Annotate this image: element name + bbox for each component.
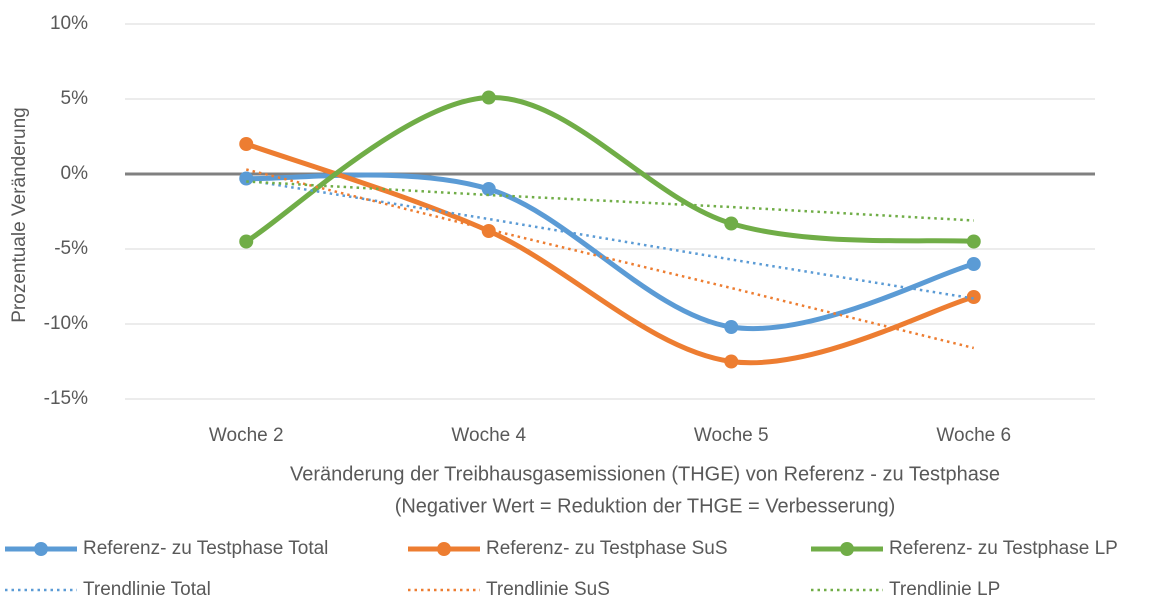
legend-marker: [437, 542, 451, 556]
x-tick-label: Woche 6: [936, 425, 1011, 446]
legend-label: Trendlinie SuS: [486, 579, 610, 600]
x-tick-label: Woche 2: [209, 425, 284, 446]
y-tick-label: -5%: [54, 238, 88, 259]
y-tick-label: 5%: [61, 88, 89, 109]
legend-marker: [840, 542, 854, 556]
x-axis-label: Veränderung der Treibhausgasemissionen (…: [290, 463, 1000, 485]
legend-label: Referenz- zu Testphase Total: [83, 538, 328, 559]
legend-label: Trendlinie Total: [83, 579, 211, 600]
y-axis-label: Prozentuale Veränderung: [9, 107, 30, 323]
y-tick-label: -15%: [44, 388, 88, 409]
series-line: [245, 141, 975, 366]
marker: [724, 320, 739, 334]
marker: [966, 290, 981, 304]
y-tick-label: 0%: [61, 163, 89, 184]
y-tick-label: -10%: [44, 313, 88, 334]
trend-line: [245, 168, 975, 350]
y-tick-label: 10%: [50, 13, 88, 34]
marker: [966, 257, 981, 271]
marker: [481, 224, 496, 238]
marker: [724, 354, 739, 369]
legend-label: Referenz- zu Testphase SuS: [486, 538, 728, 559]
x-tick-label: Woche 4: [451, 425, 526, 446]
legend-label: Trendlinie LP: [889, 579, 1000, 600]
marker: [239, 137, 254, 151]
marker: [966, 234, 981, 249]
legend-label: Referenz- zu Testphase LP: [889, 538, 1118, 559]
x-tick-label: Woche 5: [694, 425, 769, 446]
marker: [481, 182, 496, 196]
trend-line: [246, 180, 974, 222]
marker: [239, 171, 254, 186]
series-line: [246, 172, 975, 331]
series-line: [244, 94, 974, 244]
marker: [481, 90, 496, 105]
marker: [724, 216, 739, 231]
legend-marker: [34, 542, 48, 556]
marker: [239, 234, 254, 249]
x-axis-label: (Negativer Wert = Reduktion der THGE = V…: [395, 495, 896, 517]
